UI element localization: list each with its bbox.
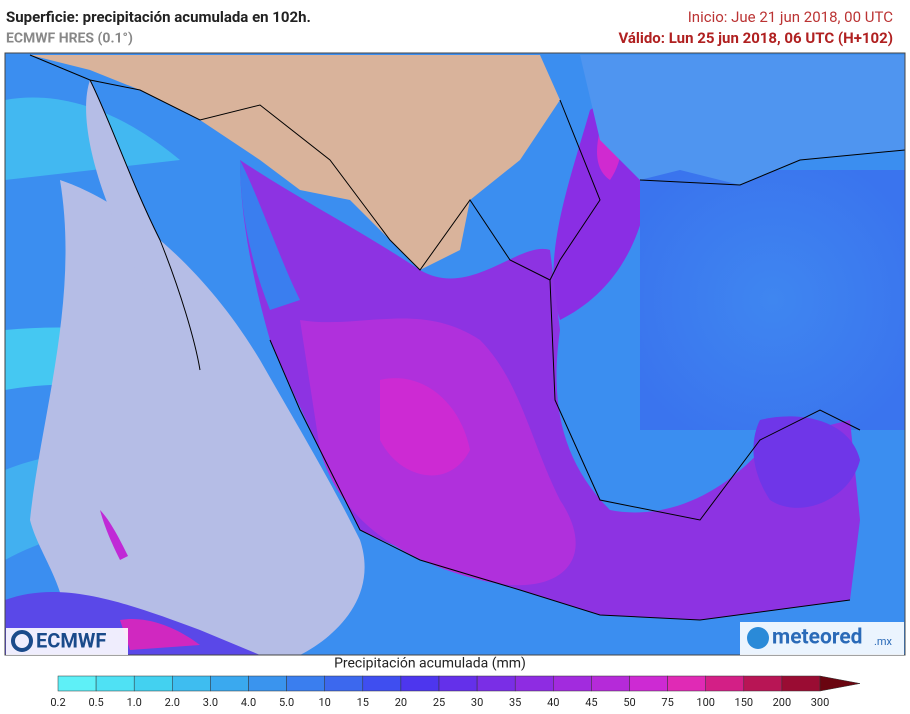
ecmwf-logo: ECMWF: [36, 628, 106, 652]
legend-label: 200: [773, 696, 792, 709]
legend-arrow: [819, 675, 861, 692]
legend-swatch: [133, 675, 173, 692]
legend-swatch: [743, 675, 783, 692]
legend-label: 10: [319, 696, 331, 709]
init-date: Inicio: Jue 21 jun 2018, 00 UTC: [688, 8, 894, 26]
legend-swatch: [95, 675, 135, 692]
legend-label: 20: [395, 696, 407, 709]
legend-swatch: [629, 675, 668, 692]
legend-label: 4.0: [241, 696, 256, 709]
legend-label: 0.2: [50, 696, 65, 709]
legend-label: 40: [547, 696, 559, 709]
meteored-logo: meteored: [772, 626, 863, 650]
legend-label: 150: [735, 696, 754, 709]
legend-swatch: [362, 675, 402, 692]
legend-swatch: [781, 675, 821, 692]
valid-date: Válido: Lun 25 jun 2018, 06 UTC (H+102): [618, 29, 893, 47]
legend-label: 35: [509, 696, 521, 709]
title: Superficie: precipitación acumulada en 1…: [6, 8, 311, 26]
legend-swatch: [591, 675, 630, 692]
map: ECMWF meteored .mx: [4, 52, 906, 656]
legend-swatch: [57, 675, 97, 692]
legend: 0.2 0.5 1.0 2.0 3.0 4.0 5.0 10 15 20 25 30 35 40 45 50 7…: [50, 675, 861, 709]
legend-swatch: [248, 675, 287, 692]
legend-swatch: [324, 675, 364, 692]
legend-label: 45: [585, 696, 597, 709]
legend-label: 0.5: [88, 696, 103, 709]
legend-label: 100: [696, 696, 715, 709]
legend-label: 50: [623, 696, 635, 709]
legend-label: 1.0: [127, 696, 142, 709]
legend-label: 25: [433, 696, 445, 709]
legend-swatch: [667, 675, 706, 692]
legend-label: 30: [471, 696, 483, 709]
legend-swatch: [438, 675, 478, 692]
legend-swatch: [705, 675, 745, 692]
legend-swatch: [210, 675, 249, 692]
legend-swatch: [476, 675, 516, 692]
legend-swatch: [514, 675, 554, 692]
legend-label: 15: [357, 696, 369, 709]
legend-label: 75: [661, 696, 673, 709]
legend-title: Precipitación acumulada (mm): [334, 656, 526, 672]
legend-swatch: [172, 675, 211, 692]
legend-label: 5.0: [279, 696, 294, 709]
model: ECMWF HRES (0.1°): [6, 31, 133, 47]
meteored-suffix: .mx: [874, 635, 893, 648]
legend-label: 2.0: [165, 696, 180, 709]
legend-label: 300: [811, 696, 830, 709]
legend-swatch: [286, 675, 325, 692]
legend-label: 3.0: [203, 696, 218, 709]
legend-swatch: [400, 675, 440, 692]
legend-swatch: [553, 675, 592, 692]
